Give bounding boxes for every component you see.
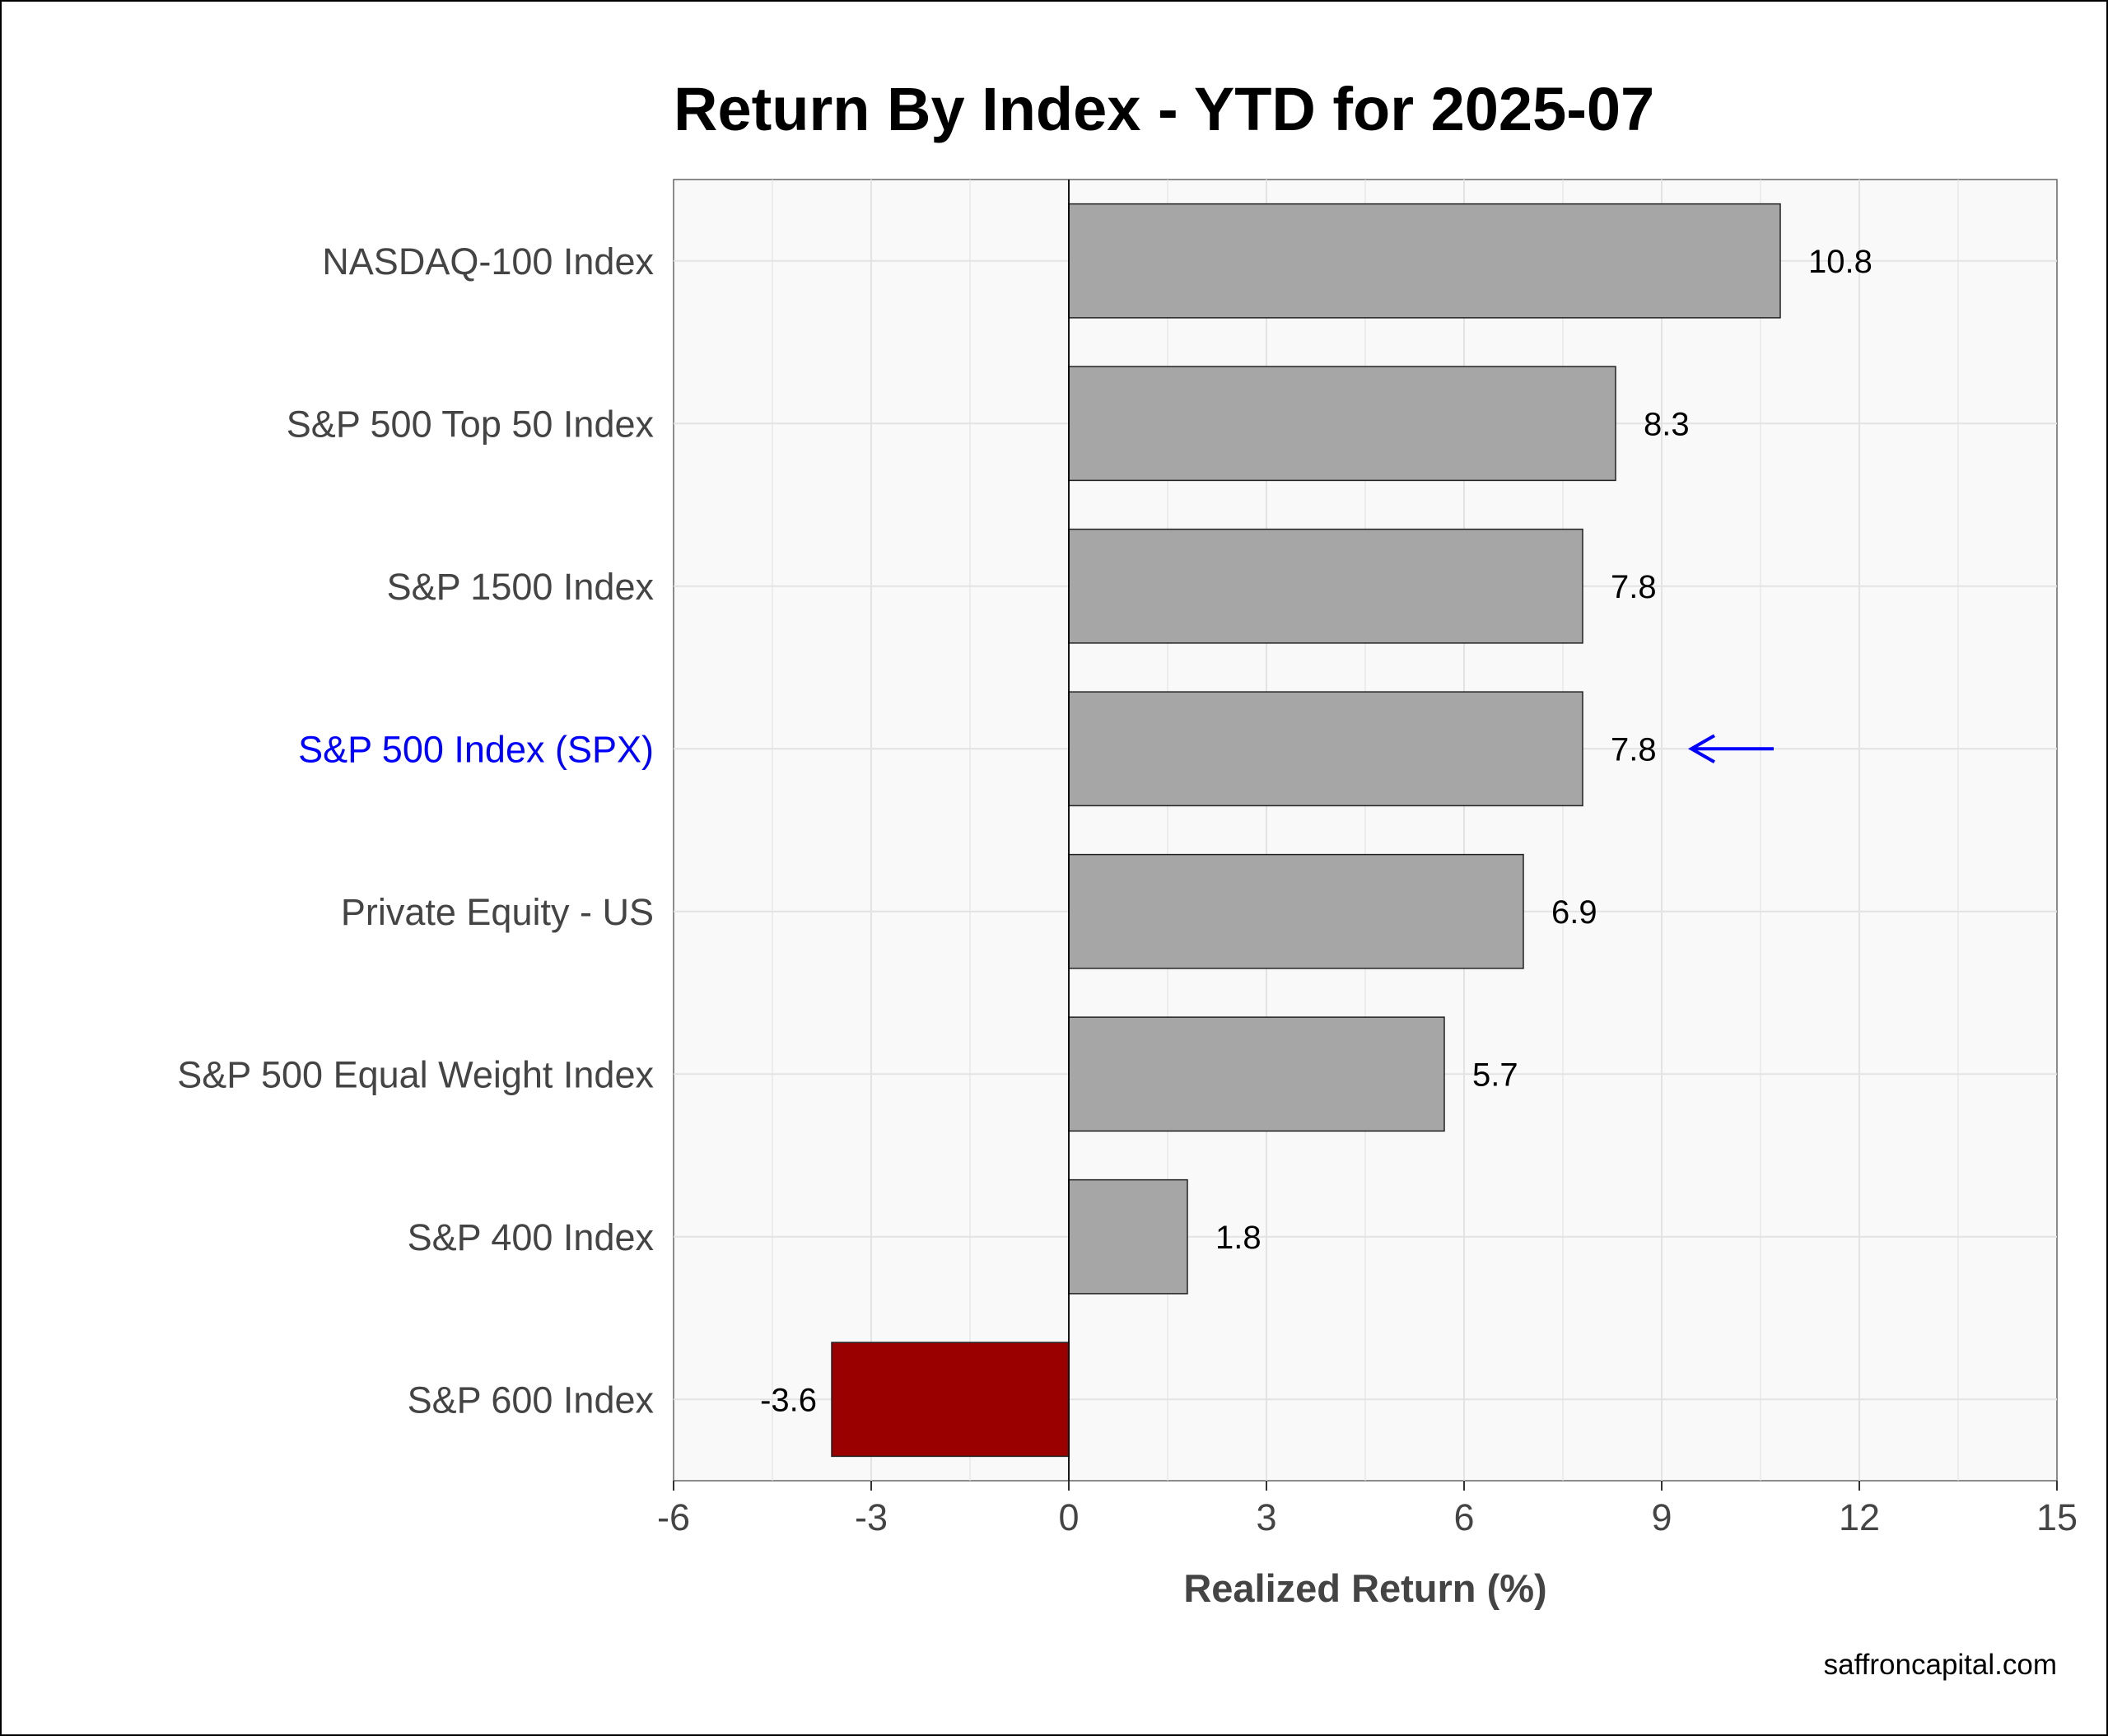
- value-label: -3.6: [760, 1382, 817, 1418]
- value-label: 8.3: [1644, 406, 1690, 442]
- x-tick-label: 12: [1839, 1496, 1880, 1538]
- x-axis-title: Realized Return (%): [1183, 1566, 1546, 1610]
- bar: [1068, 366, 1616, 482]
- highlight-arrow-icon: [1687, 734, 1774, 763]
- category-label: S&P 500 Top 50 Index: [287, 403, 655, 445]
- value-labels: 10.8 8.3 7.8 7.8 6.9 5.7 1.8 -3.6: [760, 244, 1872, 1419]
- source-credit: saffroncapital.com: [1824, 1649, 2057, 1681]
- bar: [1068, 528, 1583, 644]
- value-label: 10.8: [1808, 244, 1872, 280]
- category-label: S&P 600 Index: [408, 1379, 655, 1421]
- bar: [1068, 203, 1781, 319]
- bar: [1068, 1016, 1445, 1132]
- category-label: S&P 500 Index (SPX): [298, 728, 654, 770]
- bar: [1068, 691, 1583, 807]
- category-label: S&P 1500 Index: [387, 566, 655, 608]
- chart-title: Return By Index - YTD for 2025-07: [674, 75, 1654, 143]
- category-label: S&P 500 Equal Weight Index: [177, 1053, 654, 1095]
- category-label: S&P 400 Index: [408, 1216, 655, 1258]
- x-tick-label: 6: [1453, 1496, 1474, 1538]
- category-label: Private Equity - US: [341, 891, 654, 933]
- value-label: 5.7: [1472, 1057, 1518, 1093]
- x-tick-label: -6: [657, 1496, 690, 1538]
- x-tick-label: -3: [855, 1496, 888, 1538]
- value-label: 6.9: [1551, 894, 1597, 931]
- x-axis-ticks: -6 -3 0 3 6 9 12 15: [657, 1481, 2078, 1538]
- x-tick-label: 3: [1256, 1496, 1276, 1538]
- category-labels: NASDAQ-100 Index S&P 500 Top 50 Index S&P …: [177, 240, 654, 1421]
- bars: [831, 180, 1781, 1481]
- value-label: 7.8: [1611, 569, 1657, 605]
- bar: [831, 1342, 1070, 1458]
- x-tick-label: 9: [1651, 1496, 1672, 1538]
- value-label: 1.8: [1215, 1220, 1262, 1256]
- bar: [1068, 853, 1524, 969]
- value-label: 7.8: [1611, 731, 1657, 768]
- category-label: NASDAQ-100 Index: [322, 240, 654, 282]
- bar: [1068, 1178, 1188, 1295]
- x-tick-label: 0: [1058, 1496, 1079, 1538]
- x-tick-label: 15: [2036, 1496, 2078, 1538]
